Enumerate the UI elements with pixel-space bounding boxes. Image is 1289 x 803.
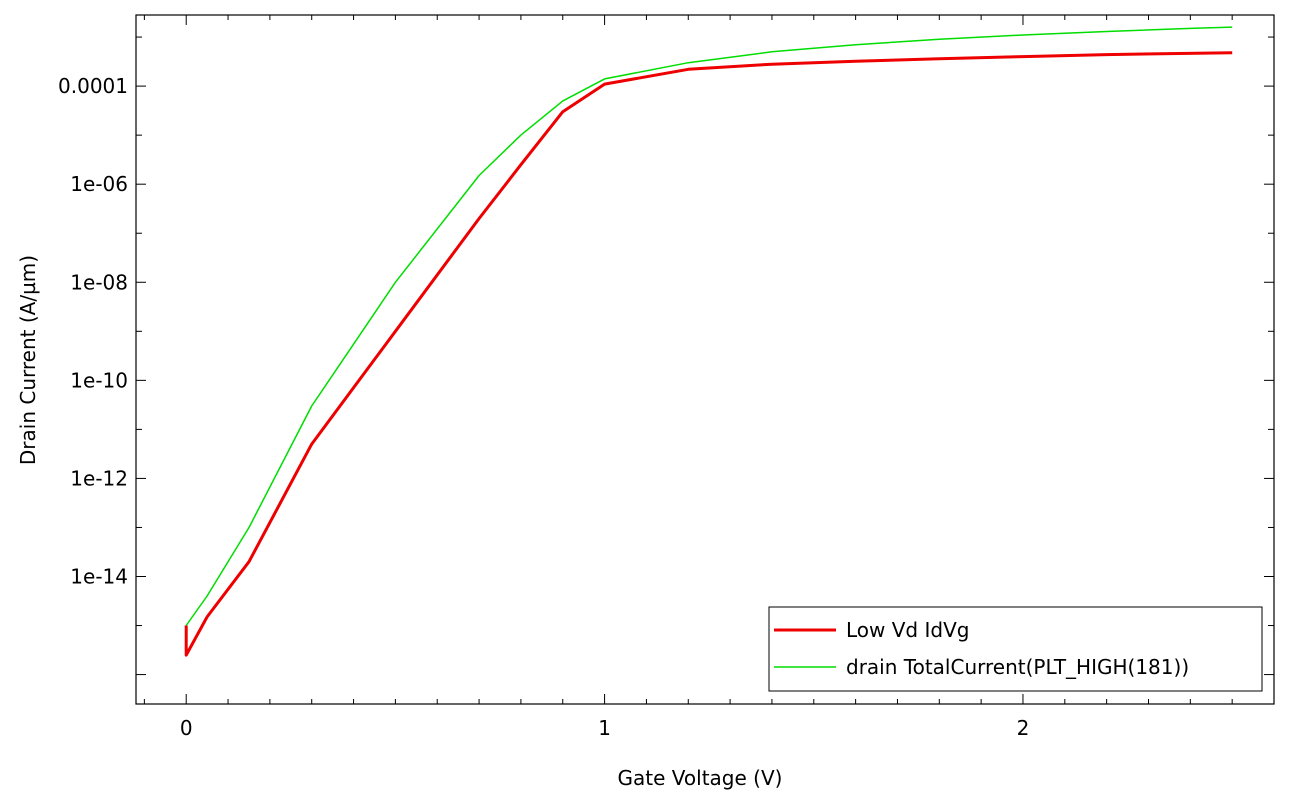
y-tick-label: 1e-08 [70,270,128,294]
y-axis-label: Drain Current (A/µm) [16,255,40,465]
plot-frame [135,14,1275,705]
y-tick-label: 1e-14 [70,564,128,588]
y-tick-label: 0.0001 [58,74,128,98]
x-tick-label: 2 [1017,716,1030,740]
legend-label: drain TotalCurrent(PLT_HIGH(181)) [846,655,1189,679]
y-tick-label: 1e-10 [70,368,128,392]
x-axis-label: Gate Voltage (V) [618,766,783,790]
series-line-drain-total-current [185,26,1233,626]
series-line-low-vd-idvg [184,51,1233,657]
legend-box [768,606,1263,692]
legend-label: Low Vd IdVg [846,618,969,642]
x-tick-label: 1 [598,716,611,740]
y-tick-label: 1e-06 [70,172,128,196]
y-tick-label: 1e-12 [70,466,128,490]
x-tick-label: 0 [180,716,193,740]
